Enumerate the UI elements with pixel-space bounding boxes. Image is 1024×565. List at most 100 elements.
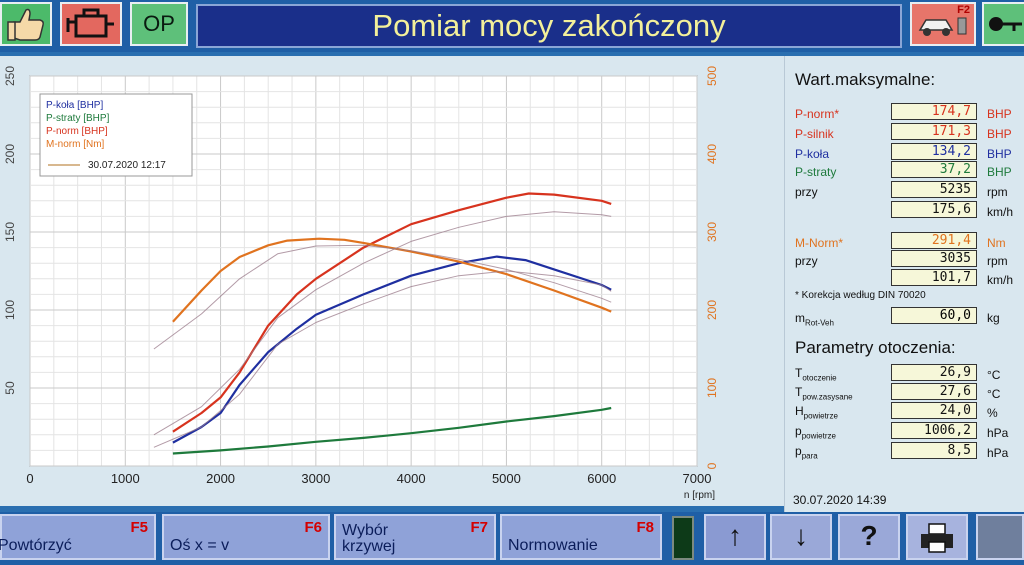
- ambient-row-value: 1006,2: [891, 422, 977, 439]
- ambient-row-label: Hpowietrze: [795, 404, 838, 421]
- series-line-p-straty: [172, 406, 612, 455]
- x-axis-speed-label: Oś x = v: [170, 537, 230, 554]
- max-row-unit: BHP: [987, 107, 1012, 121]
- series-line-m-norm-ref: [153, 244, 612, 350]
- max-row-value: 174,7: [891, 103, 977, 120]
- x-tick-label: 6000: [587, 471, 616, 486]
- y-right-tick-label: 200: [705, 300, 719, 320]
- max-row-unit: Nm: [987, 236, 1006, 250]
- print-button[interactable]: [906, 514, 968, 560]
- max-row-label: M-Norm*: [795, 236, 843, 250]
- help-button[interactable]: ?: [838, 514, 900, 560]
- repeat-label: Powtórzyć: [0, 537, 72, 554]
- max-row-label: P-norm*: [795, 107, 840, 121]
- series-line-m-norm: [172, 237, 612, 323]
- ambient-row-unit: °C: [987, 368, 1001, 382]
- status-led-icon: [672, 516, 694, 560]
- arrow-down-button[interactable]: ↓: [770, 514, 832, 560]
- op-button[interactable]: OP: [130, 2, 188, 46]
- dyno-f2-button[interactable]: F2: [910, 2, 976, 46]
- max-row-value: 5235: [891, 181, 977, 198]
- max-row-value: 3035: [891, 250, 977, 267]
- f6-key-label: F6: [304, 519, 322, 536]
- y-right-tick-label: 100: [705, 378, 719, 398]
- x-axis-speed-button[interactable]: F6 Oś x = v: [162, 514, 330, 560]
- arrow-up-button[interactable]: ↑: [704, 514, 766, 560]
- series-line-p-koła-ref: [153, 270, 612, 448]
- measurement-datetime: 30.07.2020 14:39: [793, 493, 887, 507]
- ambient-row-unit: hPa: [987, 446, 1009, 460]
- x-tick-label: 3000: [301, 471, 330, 486]
- max-row-value: 175,6: [891, 201, 977, 218]
- curve-select-button[interactable]: F7 Wybór krzywej: [334, 514, 496, 560]
- ambient-title: Parametry otoczenia:: [795, 338, 956, 357]
- max-row-label: przy: [795, 185, 818, 199]
- legend-entry: M-norm [Nm]: [46, 139, 105, 150]
- series-line-p-norm-ref: [153, 211, 612, 436]
- max-row-unit: rpm: [987, 185, 1008, 199]
- y-right-tick-label: 400: [705, 144, 719, 164]
- max-row-value: 101,7: [891, 269, 977, 286]
- ambient-row-label: Totoczenie: [795, 366, 837, 383]
- correction-note: * Korekcja według DIN 70020: [795, 290, 926, 301]
- page-title: Pomiar mocy zakończony: [196, 4, 902, 48]
- f2-key-label: F2: [957, 4, 970, 16]
- y-left-tick-label: 50: [3, 381, 17, 395]
- max-row-label: P-straty: [795, 165, 837, 179]
- max-row-value: 171,3: [891, 123, 977, 140]
- ambient-row-value: 26,9: [891, 364, 977, 381]
- max-row-unit: BHP: [987, 147, 1012, 161]
- ambient-row-value: 24,0: [891, 402, 977, 419]
- normalization-button[interactable]: F8 Normowanie: [500, 514, 662, 560]
- legend-box: [39, 93, 193, 177]
- max-row-value: 37,2: [891, 161, 977, 178]
- y-left-tick-label: 250: [3, 66, 17, 86]
- max-row-label: P-koła: [795, 147, 830, 161]
- key-button[interactable]: [982, 2, 1024, 46]
- series-line-p-norm: [172, 192, 612, 433]
- x-tick-label: 2000: [206, 471, 235, 486]
- max-values-title: Wart.maksymalne:: [795, 70, 936, 89]
- engine-button[interactable]: [60, 2, 122, 46]
- y-right-tick-label: 300: [705, 222, 719, 242]
- legend-entry: P-norm [BHP]: [46, 126, 108, 137]
- printer-icon: [921, 523, 953, 553]
- dyno-car-icon: [918, 17, 967, 36]
- f7-key-label: F7: [470, 519, 488, 536]
- ambient-row-label: ppara: [795, 444, 818, 461]
- y-right-tick-label: 0: [705, 462, 719, 469]
- ambient-row-value: 27,6: [891, 383, 977, 400]
- max-row-value: 291,4: [891, 232, 977, 249]
- bottom-toolbar: F5 Powtórzyć F6 Oś x = v F7 Wybór krzywe…: [0, 512, 1024, 565]
- power-chart-panel: 0 1000 2000 3000 4000 5000 6000 7000 n [rpm] 50 10…: [0, 56, 784, 506]
- ambient-row-value: 8,5: [891, 442, 977, 459]
- f8-key-label: F8: [636, 519, 654, 536]
- x-tick-label: 1000: [111, 471, 140, 486]
- y-right-tick-label: 500: [705, 66, 719, 86]
- y-left-tick-label: 150: [3, 222, 17, 242]
- max-row-unit: km/h: [987, 273, 1014, 287]
- x-tick-label: 4000: [397, 471, 426, 486]
- max-row-label: P-silnik: [795, 127, 834, 141]
- y-left-tick-label: 100: [3, 300, 17, 320]
- thumbs-up-button[interactable]: [0, 2, 52, 46]
- thumbs-up-icon: [7, 8, 44, 41]
- legend-entry: P-straty [BHP]: [46, 113, 110, 124]
- repeat-button[interactable]: F5 Powtórzyć: [0, 514, 156, 560]
- y-left-tick-label: 200: [3, 144, 17, 164]
- x-tick-label: 7000: [683, 471, 712, 486]
- ambient-row-label: ppowietrze: [795, 424, 836, 441]
- mrot-value: 60,0: [891, 307, 977, 324]
- mrot-unit: kg: [987, 311, 1000, 325]
- disabled-tool-button[interactable]: [976, 514, 1024, 560]
- x-axis-label: n [rpm]: [684, 490, 715, 501]
- ambient-row-label: Tpow.zasysane: [795, 385, 853, 402]
- ambient-row-unit: hPa: [987, 426, 1009, 440]
- f5-key-label: F5: [130, 519, 148, 536]
- top-toolbar: OP Pomiar mocy zakończony F2: [0, 0, 1024, 52]
- max-row-value: 134,2: [891, 143, 977, 160]
- max-row-unit: BHP: [987, 127, 1012, 141]
- normalization-label: Normowanie: [508, 537, 598, 554]
- results-panel: Wart.maksymalne: P-norm* 174,7 BHP P-silnik…: [784, 56, 1024, 512]
- engine-icon: [66, 8, 114, 38]
